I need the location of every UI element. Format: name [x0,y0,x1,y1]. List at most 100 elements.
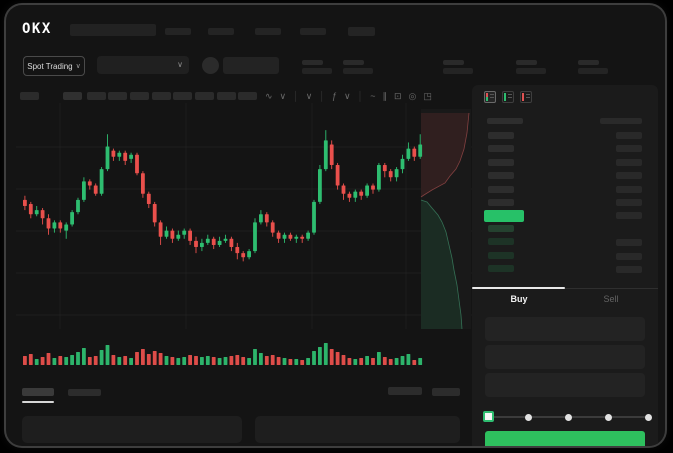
order-book-row-skeleton[interactable] [488,185,514,193]
interval-button-skeleton[interactable] [87,92,106,100]
chevron-down-icon: ∨ [177,60,183,69]
pair-type-label: Spot Trading [27,61,73,71]
last-price-highlight[interactable] [484,210,524,222]
order-book-row-skeleton[interactable] [487,118,523,124]
buy-submit-button[interactable] [485,431,645,446]
settings-icon[interactable]: ◎ [408,91,417,101]
stat-label-skeleton [578,60,599,65]
stat-label-skeleton [516,60,537,65]
order-book-view-switcher [484,91,532,103]
nav-item-skeleton[interactable] [348,27,375,36]
bottom-tab-active-underline [22,401,54,403]
nav-item-skeleton[interactable] [208,28,234,35]
bottom-tab-skeleton[interactable] [68,389,101,396]
order-book-row-skeleton[interactable] [616,172,642,180]
interval-button-skeleton[interactable] [108,92,127,100]
interval-button-skeleton[interactable] [217,92,236,100]
order-book-row-skeleton[interactable] [488,265,514,273]
slider-stop-100[interactable] [644,414,652,421]
amount-input-skeleton[interactable] [485,345,645,369]
order-book-row-skeleton[interactable] [616,199,642,206]
stat-value-skeleton [302,68,332,74]
buy-tab-active-indicator [472,287,565,289]
chart-toolbar-icons: ∿ ∨ │ ∨ │ ƒ ∨ │ ~ ∥ ⊡ ◎ ◳ [265,90,432,102]
interval-button-skeleton[interactable] [152,92,171,100]
bottom-tab-active-skeleton[interactable] [22,388,54,396]
trade-tabs-divider [472,288,658,289]
app-window: OKX Spot Trading ∨ ∨ [6,5,665,446]
interval-button-skeleton[interactable] [195,92,214,100]
chevron-down-icon: ∨ [75,63,81,70]
order-book-row-skeleton[interactable] [616,212,642,219]
slider-handle[interactable] [483,411,494,422]
stat-value-skeleton [443,68,473,74]
bottom-panel-skeleton [255,416,460,443]
tab-buy[interactable]: Buy [510,294,528,304]
order-book-row-skeleton[interactable] [488,158,514,166]
slider-stop-50[interactable] [564,414,572,421]
fullscreen-icon[interactable]: ◳ [423,91,432,101]
interval-button-skeleton[interactable] [173,92,192,100]
order-book-row-skeleton[interactable] [488,145,514,153]
drawing-line-icon[interactable]: ~ [370,91,376,101]
candlestick-chart[interactable] [16,103,472,374]
order-book-row-skeleton[interactable] [616,145,642,153]
pair-type-selector[interactable]: Spot Trading ∨ [23,56,85,76]
nav-item-skeleton[interactable] [255,28,281,35]
divider: │ [357,91,364,101]
order-book-buy-icon[interactable] [502,91,514,103]
order-book-sell-icon[interactable] [520,91,532,103]
nav-item-skeleton[interactable] [165,28,191,35]
interval-button-skeleton[interactable] [20,92,39,100]
total-input-skeleton[interactable] [485,373,645,397]
interval-chevron-icon[interactable]: ∨ [305,91,313,101]
token-avatar [202,57,219,74]
stat-label-skeleton [343,60,364,65]
pair-name-skeleton[interactable] [223,57,279,74]
order-book-row-skeleton[interactable] [488,132,514,139]
order-book-row-skeleton[interactable] [488,251,514,259]
order-book-row-skeleton[interactable] [488,238,514,246]
symbol-dropdown[interactable]: ∨ [97,56,189,74]
interval-button-skeleton[interactable] [130,92,149,100]
bottom-action-skeleton[interactable] [432,388,460,396]
order-book-row-skeleton[interactable] [488,225,514,232]
divider: │ [319,91,325,101]
order-book-row-skeleton[interactable] [616,266,642,274]
interval-button-skeleton[interactable] [238,92,257,100]
amount-slider [472,85,658,446]
indicators-chevron-icon[interactable]: ∨ [344,91,351,101]
order-book-and-trade-panel: Buy Sell [472,85,658,446]
price-input-skeleton[interactable] [485,317,645,341]
okx-logo: OKX [22,21,52,37]
parallel-channel-icon[interactable]: ∥ [382,91,387,101]
order-book-all-icon[interactable] [484,91,496,103]
interval-button-skeleton[interactable] [63,92,82,100]
divider: │ [293,91,299,101]
nav-item-skeleton[interactable] [300,28,326,35]
stat-value-skeleton [516,68,546,74]
indicators-icon[interactable]: ƒ [331,91,337,101]
bottom-panel-skeleton [22,416,242,443]
order-book-row-skeleton[interactable] [616,158,642,166]
order-book-row-skeleton[interactable] [616,239,642,247]
tab-sell[interactable]: Sell [603,294,619,304]
stat-label-skeleton [443,60,464,65]
chart-style-chevron-icon[interactable]: ∨ [279,91,287,101]
order-book-row-skeleton[interactable] [600,118,642,124]
slider-stop-25[interactable] [524,414,532,421]
nav-search-skeleton[interactable] [70,24,156,36]
stat-value-skeleton [578,68,608,74]
bottom-action-skeleton[interactable] [388,387,422,395]
stat-label-skeleton [302,60,323,65]
order-book-row-skeleton[interactable] [488,172,514,180]
order-book-row-skeleton[interactable] [616,185,642,193]
order-book-row-skeleton[interactable] [616,252,642,260]
order-book-row-skeleton[interactable] [616,132,642,139]
chart-style-icon[interactable]: ∿ [265,91,273,101]
order-book-row-skeleton[interactable] [488,199,514,206]
slider-stop-75[interactable] [604,414,612,421]
screenshot-icon[interactable]: ⊡ [393,91,402,101]
stat-value-skeleton [343,68,373,74]
